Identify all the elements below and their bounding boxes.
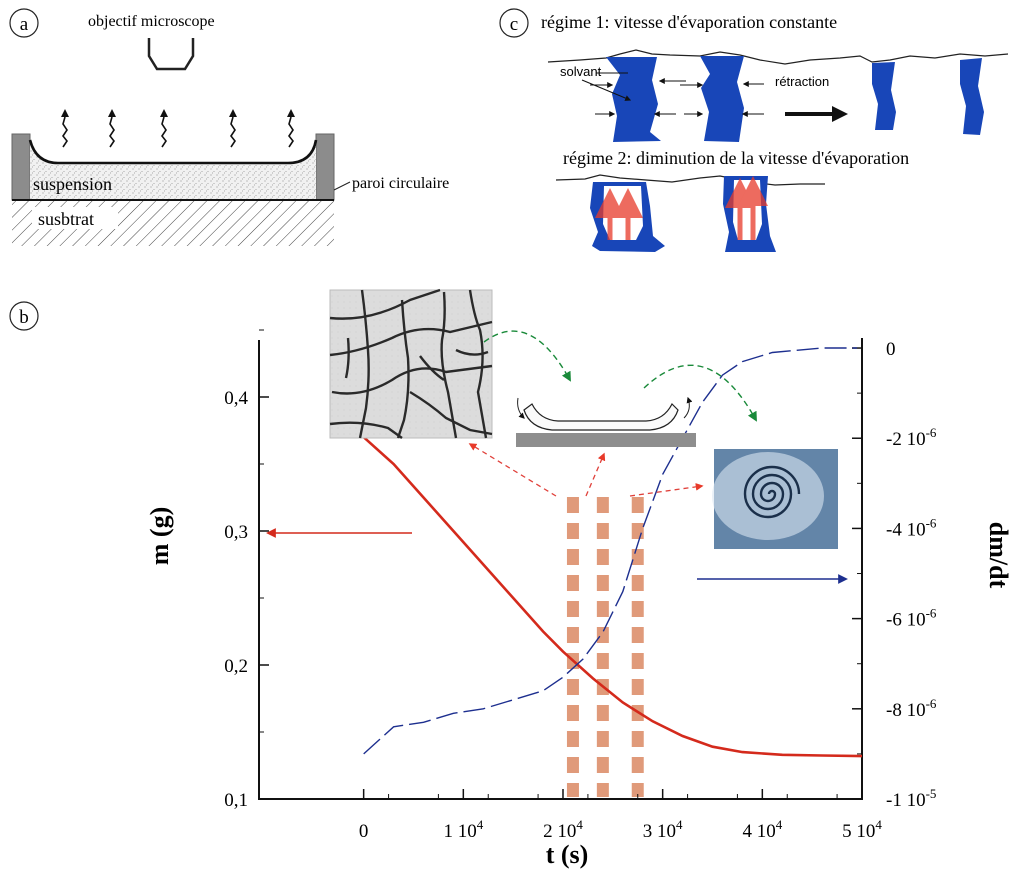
- substrate-label-bg: [32, 207, 118, 229]
- surface-line-1: [547, 49, 1009, 65]
- y-left-tick-label: 0,2: [224, 656, 248, 677]
- wall-leader: [333, 181, 351, 191]
- panel-b-badge: b: [19, 307, 29, 328]
- panel-a-badge-circle: [9, 8, 39, 38]
- panel-c-badge-circle: [499, 8, 529, 38]
- vapor-arrow-icon: [288, 116, 294, 148]
- y-right-label: dm/dt: [984, 522, 1013, 589]
- left-wall: [11, 133, 31, 201]
- y-left-label: m (g): [145, 507, 174, 565]
- evaporation-rate-curve: [363, 347, 857, 755]
- retraction-arrowhead: [832, 106, 848, 122]
- microscope-objective-icon: [147, 38, 195, 71]
- suspension-label: suspension: [33, 174, 112, 194]
- vapor-arrow-icon: [109, 116, 115, 148]
- panel-c: c régime 1: vitesse d'évaporation consta…: [499, 8, 1009, 252]
- panel-b: b: [9, 301, 39, 331]
- x-tick-label: 3 104: [643, 817, 683, 842]
- y-right-tick-label: -4 10-6: [886, 515, 937, 540]
- mass-curve: [362, 436, 863, 758]
- vapor-arrow-icon: [161, 116, 167, 148]
- regime2-label: régime 2: diminution de la vitesse d'éva…: [563, 148, 909, 168]
- solvent-label: solvant: [560, 64, 602, 79]
- green-transition-arrow-2: [643, 364, 757, 422]
- x-ticks: 0 1 104 2 104 3 104 4 104 5 104: [359, 789, 882, 842]
- y-left-tick-label: 0,1: [224, 790, 248, 811]
- x-tick-label: 2 104: [543, 817, 583, 842]
- curled-film-sketch: [516, 396, 696, 447]
- spiral-crack-photo: [712, 449, 838, 549]
- x-tick-label: 4 104: [742, 817, 782, 842]
- panel-b-badge-circle: [9, 301, 39, 331]
- y-right-tick-label: -1 10-5: [886, 786, 936, 811]
- y-left-tick-label: 0,3: [224, 522, 248, 543]
- evaporation-arrows: [62, 116, 294, 148]
- vapor-arrow-icon: [62, 116, 68, 148]
- objective-label: objectif microscope: [88, 13, 215, 30]
- y-right-tick-label: -8 10-6: [886, 696, 937, 721]
- y-right-tick-label: 0: [886, 339, 896, 360]
- pore-inner: [733, 180, 762, 240]
- pore-shape: [960, 58, 984, 135]
- regime1-label: régime 1: vitesse d'évaporation constant…: [541, 12, 837, 32]
- pore-shape: [700, 56, 744, 142]
- y-right-tick-label: -2 10-6: [886, 425, 937, 450]
- surface-line-2: [555, 174, 825, 186]
- pore-shape: [606, 57, 661, 142]
- solvent-leader-2: [581, 79, 632, 101]
- crack-pattern-photo: [329, 288, 493, 439]
- panel-c-badge: c: [510, 14, 518, 35]
- x-axis-label: t (s): [546, 840, 589, 869]
- band-to-inset-arrows: [468, 443, 704, 497]
- suspension-fill: [30, 140, 316, 200]
- regime-bands: [566, 497, 644, 797]
- regime1-pores: [606, 56, 984, 142]
- panel-a: a objectif microscope suspension susbtra…: [9, 8, 449, 246]
- y-right-tick-label: -6 10-6: [886, 606, 937, 631]
- substrate-label: susbtrat: [38, 209, 94, 229]
- series: [362, 347, 863, 758]
- right-wall: [315, 133, 335, 201]
- x-tick-label: 0: [359, 821, 369, 842]
- wall-label: paroi circulaire: [352, 175, 449, 192]
- green-transition-arrow-1: [483, 330, 571, 382]
- y-left-tick-label: 0,4: [224, 388, 248, 409]
- vapor-arrow-icon: [230, 116, 236, 148]
- panel-a-badge: a: [20, 14, 29, 35]
- meniscus: [28, 139, 318, 165]
- y-right-ticks: 0 -2 10-6 -4 10-6 -6 10-6 -8 10-6 -1 10-5: [852, 339, 937, 811]
- evaporation-flow-arrows: [595, 176, 768, 240]
- x-tick-label: 5 104: [842, 817, 882, 842]
- pore-shape: [872, 62, 896, 130]
- x-tick-label: 1 104: [443, 817, 483, 842]
- regime2-pores: [590, 176, 776, 252]
- y-left-ticks: 0,1 0,2 0,3 0,4: [224, 329, 269, 811]
- retraction-label: rétraction: [775, 74, 829, 89]
